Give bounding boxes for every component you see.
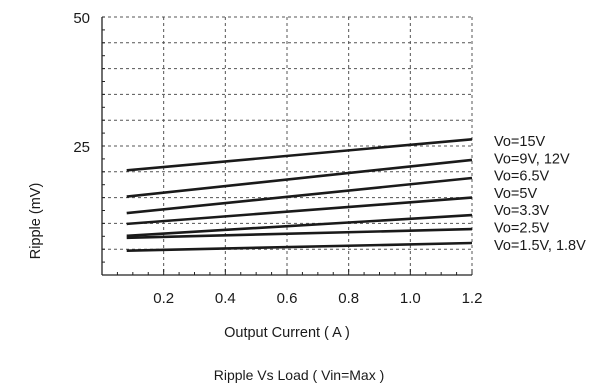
series-line-5 [126,227,473,240]
series-label: Vo=9V, 12V [494,151,570,167]
x-tick-label: 0.8 [338,290,359,307]
series-line-3 [126,196,473,226]
series-label: Vo=6.5V [494,169,550,185]
series-lines [126,138,473,252]
axes [101,16,473,276]
y-tick-label: 50 [73,10,90,27]
series-line-6 [126,241,473,252]
grid-lines [102,16,473,275]
series-label: Vo=15V [494,134,546,150]
series-label: Vo=2.5V [494,221,550,237]
x-tick-label: 0.4 [215,290,236,307]
y-tick-label: 25 [73,139,90,156]
x-tick-label: 1.2 [462,290,483,307]
series-line-2 [126,176,473,215]
x-tick-label: 0.2 [153,290,174,307]
chart-caption: Ripple Vs Load ( Vin=Max ) [214,367,385,383]
x-tick-label: 0.6 [277,290,298,307]
series-line-4 [126,213,473,238]
x-axis-title: Output Current ( A ) [224,325,350,341]
series-line-0 [126,138,473,172]
series-label: Vo=3.3V [494,203,550,219]
y-axis-title: Ripple (mV) [28,183,44,260]
x-tick-label: 1.0 [400,290,421,307]
series-label: Vo=5V [494,186,537,202]
series-label: Vo=1.5V, 1.8V [494,238,586,254]
series-line-1 [126,158,473,198]
